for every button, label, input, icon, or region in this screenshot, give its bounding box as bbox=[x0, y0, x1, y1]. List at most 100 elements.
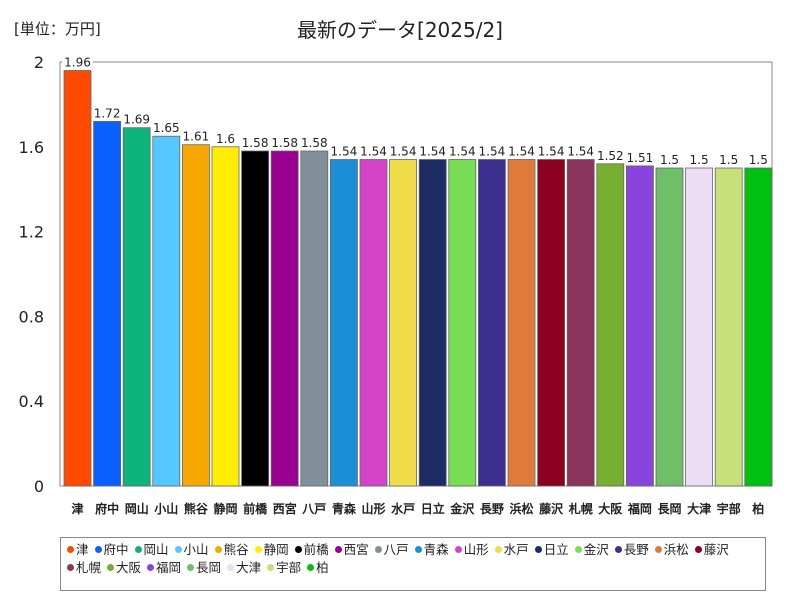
x-tick-label: 大津 bbox=[687, 501, 711, 516]
legend-swatch bbox=[694, 546, 702, 553]
value-label-bg bbox=[387, 143, 419, 158]
legend-item: 府中 bbox=[94, 541, 129, 559]
bar bbox=[685, 167, 713, 487]
x-tick-label: 浜松 bbox=[509, 501, 533, 516]
bar bbox=[181, 144, 210, 487]
legend-item: 札幌 bbox=[67, 559, 101, 577]
value-label-bg bbox=[657, 152, 682, 166]
x-tick-label: 長野 bbox=[480, 501, 504, 516]
legend-item: 静岡 bbox=[254, 541, 289, 559]
legend-item: 山形 bbox=[454, 541, 489, 559]
bar bbox=[241, 150, 270, 487]
legend-swatch bbox=[454, 546, 462, 553]
x-tick-label: 八戸 bbox=[301, 502, 326, 516]
legend-label: 府中 bbox=[103, 542, 129, 557]
legend-label: 大津 bbox=[236, 560, 262, 575]
legend-swatch bbox=[267, 564, 275, 571]
value-label-bg bbox=[506, 143, 537, 158]
unit-label: [単位：万円] bbox=[14, 20, 101, 38]
legend-swatch bbox=[254, 546, 262, 553]
legend-label: 札幌 bbox=[76, 560, 102, 575]
value-label-bg bbox=[62, 54, 93, 69]
y-tick-label: 0.4 bbox=[19, 392, 44, 411]
legend-swatch bbox=[574, 546, 582, 553]
bar bbox=[507, 159, 536, 487]
legend-item: 長野 bbox=[614, 541, 649, 559]
bar bbox=[93, 121, 121, 487]
x-tick-label: 札幌 bbox=[568, 501, 593, 516]
legend-item: 青森 bbox=[414, 541, 449, 559]
value-labels: 1.961.72 1.691.651.61 1.6 1.58 1.58 1.581.54 1… bbox=[62, 54, 771, 167]
value-label-bg bbox=[239, 135, 271, 149]
legend-item: 浜松 bbox=[654, 541, 689, 559]
x-tick-label: 府中 bbox=[95, 501, 119, 516]
x-tick-label: 大阪 bbox=[598, 501, 623, 516]
value-label-bg bbox=[447, 143, 478, 158]
legend-label: 静岡 bbox=[263, 542, 289, 557]
legend-label: 岡山 bbox=[143, 542, 169, 557]
x-tick-label: 宇部 bbox=[717, 501, 741, 516]
y-tick-label: 1.2 bbox=[19, 223, 44, 242]
legend-item: 福岡 bbox=[147, 559, 181, 577]
y-tick-label: 0.8 bbox=[19, 307, 44, 326]
legend-item: 岡山 bbox=[134, 541, 169, 559]
legend-label: 宇部 bbox=[276, 560, 302, 575]
value-label: 1.54 bbox=[390, 145, 417, 159]
value-label: 1.54 bbox=[419, 145, 446, 159]
value-label: 1.54 bbox=[508, 145, 535, 159]
legend-swatch bbox=[67, 546, 74, 553]
y-tick-label: 0 bbox=[34, 477, 44, 496]
value-label: 1.69 bbox=[123, 113, 150, 127]
legend-swatch bbox=[187, 564, 195, 571]
legend-item: 日立 bbox=[534, 541, 569, 559]
legend-swatch bbox=[107, 564, 115, 571]
bar bbox=[596, 163, 625, 487]
value-label: 1.54 bbox=[479, 145, 506, 159]
x-tick-label: 福岡 bbox=[627, 501, 652, 516]
value-label: 1.54 bbox=[331, 145, 358, 159]
value-label-bg bbox=[91, 105, 123, 120]
value-label-bg bbox=[417, 143, 448, 158]
legend-swatch bbox=[67, 564, 74, 571]
legend-label: 福岡 bbox=[156, 560, 182, 575]
value-label-bg bbox=[535, 143, 567, 158]
legend-swatch bbox=[134, 546, 142, 553]
y-tick-label: 2 bbox=[34, 53, 44, 72]
legend-label: 日立 bbox=[543, 542, 569, 557]
value-label-bg bbox=[358, 143, 389, 158]
bar bbox=[655, 167, 684, 487]
x-tick-label: 水戸 bbox=[391, 501, 415, 516]
x-tick-label: 岡山 bbox=[125, 501, 149, 516]
x-tick-label: 小山 bbox=[154, 501, 178, 516]
value-label: 1.58 bbox=[301, 136, 328, 150]
bar bbox=[744, 167, 773, 487]
legend-swatch bbox=[334, 546, 342, 553]
value-label: 1.54 bbox=[538, 145, 565, 159]
legend-item: 長岡 bbox=[187, 559, 221, 577]
bar-chart: 0 0.4 0.8 1.2 1.6 2 1.96 1.72 1.691.651.61 1.6 1.… bbox=[19, 53, 773, 516]
legend-swatch bbox=[214, 546, 222, 553]
value-label: 1.72 bbox=[94, 106, 121, 120]
legend-item: 八戸 bbox=[374, 541, 409, 559]
legend-item: 大津 bbox=[227, 559, 261, 577]
legend-label: 青森 bbox=[423, 542, 449, 557]
y-axis-ticks: 0 0.4 0.8 1.2 1.6 2 bbox=[19, 53, 44, 496]
bar bbox=[418, 159, 447, 487]
value-label-bg bbox=[299, 135, 330, 149]
value-label-bg bbox=[328, 143, 360, 158]
legend-label: 大阪 bbox=[116, 560, 142, 575]
value-label-bg bbox=[624, 149, 656, 164]
legend-label: 八戸 bbox=[383, 542, 409, 557]
value-label-bg bbox=[565, 143, 596, 158]
x-tick-label: 長岡 bbox=[657, 501, 681, 516]
legend-item: 柏 bbox=[307, 559, 329, 577]
value-label-bg bbox=[595, 147, 626, 162]
value-label: 1.5 bbox=[660, 153, 679, 167]
x-tick-label: 静岡 bbox=[213, 501, 237, 516]
x-tick-label: 金沢 bbox=[449, 501, 475, 516]
x-axis-labels: 津府中 岡山 小山 熊谷 静岡 前橋 西宮 八戸 青森 山形 水戸 日立 金沢 長野 浜松 藤沢 札幌 大阪 福岡長… bbox=[71, 501, 764, 516]
legend-label: 熊谷 bbox=[223, 542, 249, 557]
legend-swatch bbox=[307, 564, 315, 571]
legend-label: 金沢 bbox=[583, 542, 609, 557]
x-tick-label: 藤沢 bbox=[538, 501, 564, 516]
